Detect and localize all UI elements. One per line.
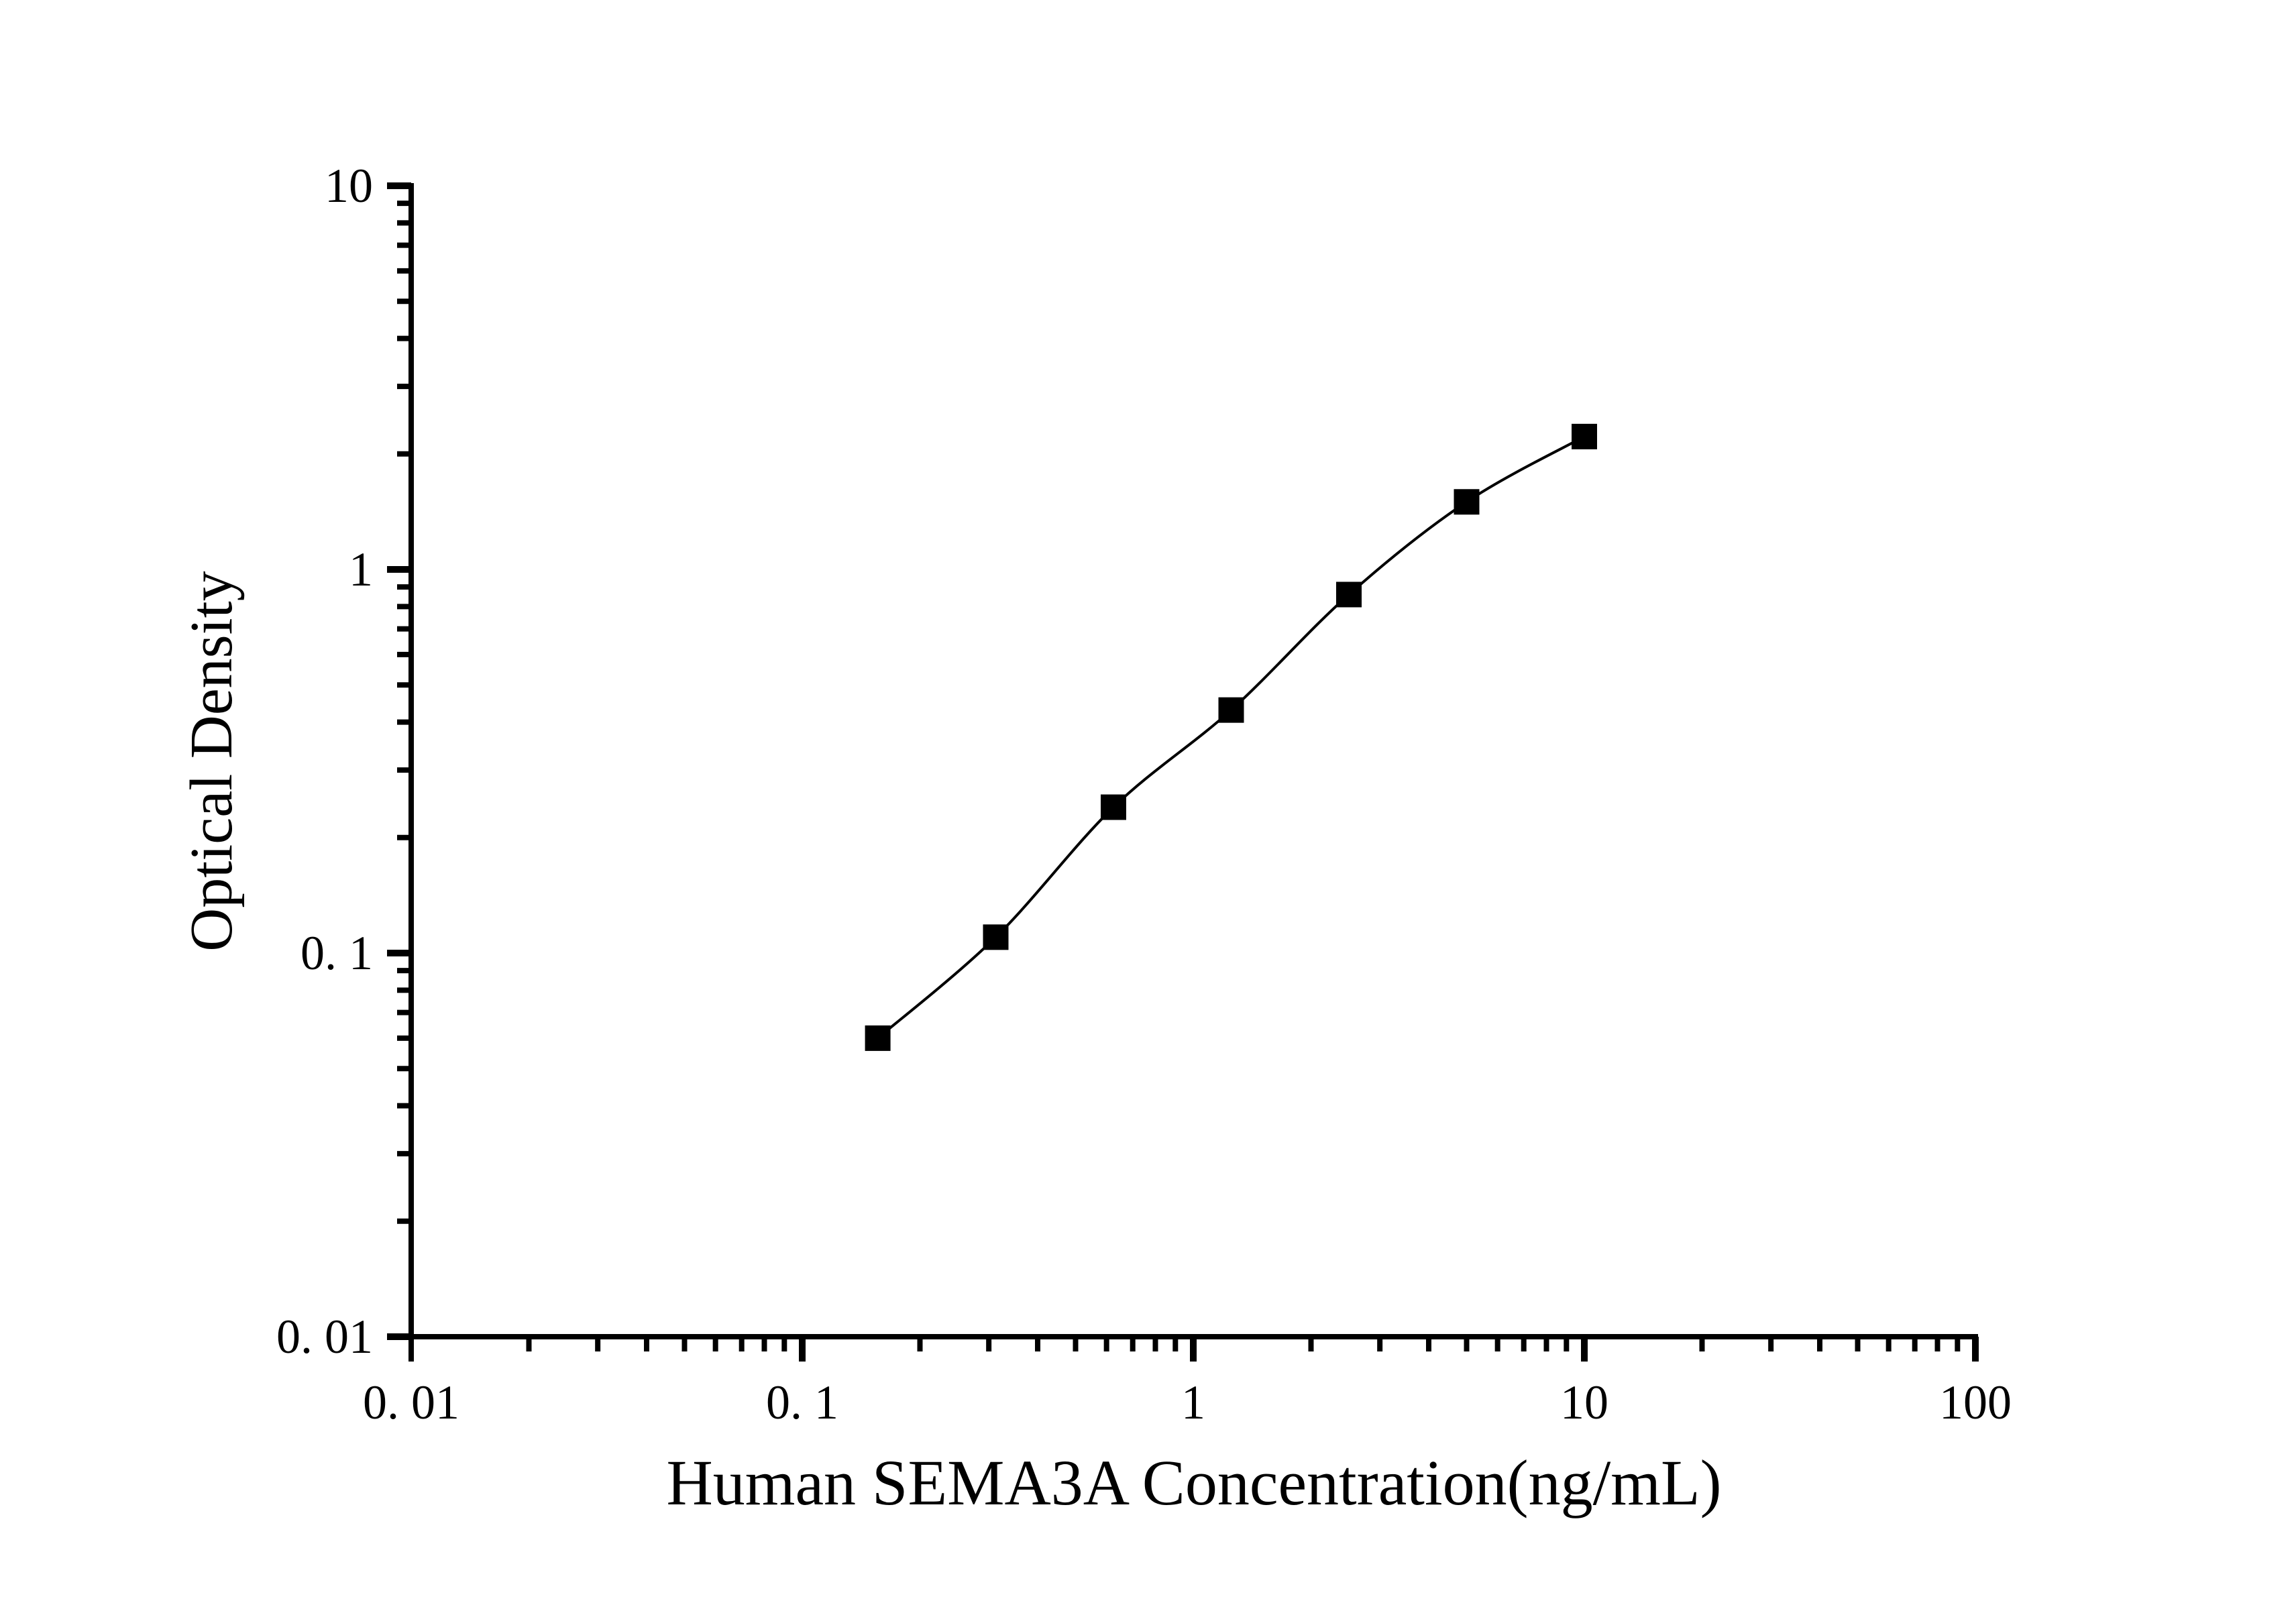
x-tick-label: 0. 01 — [363, 1376, 459, 1429]
y-tick-label: 1 — [349, 543, 373, 596]
data-point-marker — [1335, 581, 1362, 608]
x-tick-label: 10 — [1560, 1376, 1608, 1429]
data-point-marker — [1572, 423, 1597, 449]
data-point-marker — [865, 1025, 891, 1051]
y-tick-label: 0. 1 — [300, 926, 373, 980]
axis-tick-labels: 0. 01 0. 1 1 10 0. 01 0. 1 1 10 100 — [276, 159, 2012, 1429]
data-point-marker — [1218, 697, 1244, 723]
axes — [387, 183, 1978, 1362]
axis-ticks — [387, 182, 1979, 1362]
data-point-marker — [1100, 794, 1126, 820]
x-tick-label: 0. 1 — [766, 1376, 838, 1429]
x-tick-label: 1 — [1181, 1376, 1205, 1429]
y-axis-title: Optical Density — [178, 571, 245, 951]
data-point-marker — [983, 924, 1009, 950]
x-axis-title: Human SEMA3A Concentration(ng/mL) — [666, 1447, 1721, 1518]
data-point-marker — [1454, 489, 1480, 515]
y-tick-label: 0. 01 — [276, 1310, 373, 1364]
data-series — [865, 423, 1597, 1051]
x-tick-label: 100 — [1939, 1376, 2012, 1429]
y-tick-label: 10 — [325, 159, 373, 213]
